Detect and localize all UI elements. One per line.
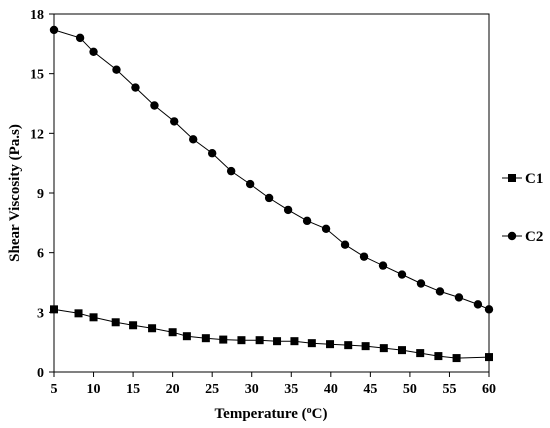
y-tick-label: 0 <box>37 366 44 381</box>
data-point-c1 <box>168 328 177 337</box>
x-tick-label: 40 <box>324 382 338 397</box>
data-point-c1 <box>434 352 443 361</box>
data-point-c1 <box>307 339 316 348</box>
x-tick-label: 55 <box>442 382 456 397</box>
data-point-c2 <box>49 25 59 35</box>
legend-marker-square <box>508 174 516 182</box>
data-point-c1 <box>148 324 157 333</box>
data-point-c2 <box>435 287 445 296</box>
data-point-c2 <box>245 179 255 189</box>
data-point-c1 <box>398 346 406 355</box>
data-point-c1 <box>237 336 246 345</box>
data-point-c1 <box>344 341 353 350</box>
data-point-c2 <box>283 205 293 215</box>
y-tick-label: 6 <box>37 247 44 262</box>
legend-item-c1: C1 <box>502 171 543 187</box>
x-tick-label: 45 <box>363 382 377 397</box>
data-point-c1 <box>416 349 425 358</box>
data-point-c2 <box>321 224 331 233</box>
data-point-c2 <box>416 279 426 288</box>
y-tick-label: 12 <box>30 127 44 142</box>
data-point-c2 <box>89 47 98 56</box>
data-point-c1 <box>219 335 228 344</box>
x-tick-label: 10 <box>87 382 101 397</box>
data-point-c1 <box>182 332 191 341</box>
axes: 0 3 6 9 12 15 18 5 10 15 20 25 30 35 40 45 50 55 60 <box>30 8 496 397</box>
x-tick-label: 5 <box>51 382 58 397</box>
x-tick-label: 25 <box>205 382 219 397</box>
data-point-c2 <box>454 293 464 302</box>
data-point-c2 <box>75 33 85 43</box>
series-c1 <box>50 305 493 363</box>
data-point-c2 <box>112 65 121 74</box>
x-tick-label: 35 <box>284 382 298 397</box>
legend-label: C2 <box>525 229 543 245</box>
data-point-c1 <box>361 342 370 351</box>
data-point-c2 <box>170 117 179 126</box>
data-point-c1 <box>111 318 120 327</box>
data-point-c2 <box>131 83 140 92</box>
data-point-c2 <box>150 101 159 110</box>
data-point-c1 <box>485 353 493 362</box>
data-point-c2 <box>484 305 494 314</box>
series-layer <box>49 25 494 363</box>
data-point-c2 <box>207 149 217 158</box>
legend-item-c2: C2 <box>502 229 543 245</box>
y-tick-label: 18 <box>30 8 44 23</box>
x-tick-label: 15 <box>126 382 140 397</box>
y-tick-label: 9 <box>37 187 44 202</box>
y-axis-title: Shear Viscosity (Pa.s) <box>7 124 23 262</box>
data-point-c1 <box>255 336 264 345</box>
x-tick-label: 50 <box>403 382 417 397</box>
legend-label: C1 <box>525 171 543 187</box>
data-point-c1 <box>74 309 83 318</box>
x-axis-title: Temperature (oC) <box>215 405 328 422</box>
data-point-c2 <box>340 240 350 249</box>
data-point-c2 <box>397 270 407 279</box>
y-tick-label: 3 <box>37 306 44 321</box>
x-tick-label: 20 <box>166 382 180 397</box>
data-point-c2 <box>473 300 483 309</box>
data-point-c1 <box>379 344 388 353</box>
legend: C1 C2 <box>502 171 543 245</box>
data-point-c1 <box>50 305 58 314</box>
data-point-c2 <box>359 252 369 261</box>
x-tick-label: 60 <box>482 382 496 397</box>
data-point-c1 <box>89 313 98 322</box>
data-point-c2 <box>226 166 236 176</box>
data-point-c1 <box>290 337 299 346</box>
data-point-c1 <box>273 337 282 346</box>
data-point-c2 <box>378 261 388 270</box>
data-point-c1 <box>452 354 461 363</box>
data-point-c1 <box>326 340 335 349</box>
legend-marker-circle <box>507 231 517 241</box>
x-tick-label: 30 <box>245 382 259 397</box>
data-point-c2 <box>189 135 198 144</box>
y-tick-label: 15 <box>30 68 44 83</box>
data-point-c2 <box>302 216 312 226</box>
data-point-c1 <box>129 321 138 330</box>
data-point-c1 <box>201 334 210 343</box>
data-point-c2 <box>264 193 274 203</box>
series-c2 <box>49 25 494 314</box>
